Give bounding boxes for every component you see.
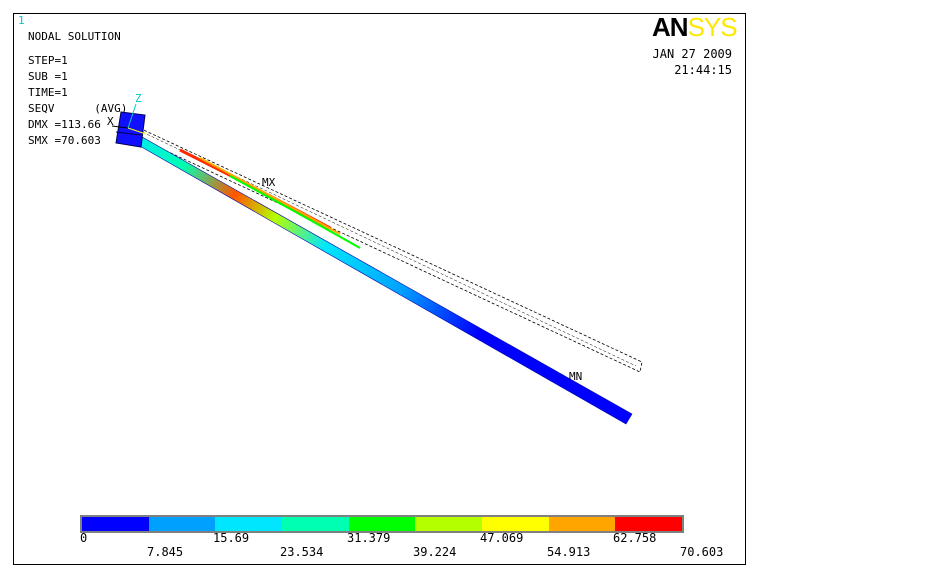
min-marker: MN bbox=[569, 370, 583, 383]
ansys-logo: ANSYS bbox=[652, 12, 738, 42]
legend-band bbox=[282, 517, 349, 531]
legend-label: 70.603 bbox=[680, 545, 724, 559]
axis-z-label: Z bbox=[135, 92, 142, 105]
axis-triad bbox=[111, 103, 147, 135]
legend-label: 15.69 bbox=[213, 531, 250, 545]
info-step: STEP=1 bbox=[28, 54, 68, 67]
legend-label: 47.069 bbox=[480, 531, 524, 545]
info-sub: SUB =1 bbox=[28, 70, 68, 83]
plot-time: 21:44:15 bbox=[674, 63, 732, 77]
legend-band bbox=[82, 517, 149, 531]
deformed-beam bbox=[123, 128, 633, 425]
legend-label: 7.845 bbox=[147, 545, 184, 559]
axis-x-label: X bbox=[107, 115, 114, 128]
legend-label: 23.534 bbox=[280, 545, 324, 559]
legend-band bbox=[548, 517, 616, 531]
legend-label: 62.758 bbox=[613, 531, 657, 545]
logo-part-an: AN bbox=[652, 12, 689, 42]
legend-band bbox=[348, 517, 416, 531]
support-plate bbox=[115, 111, 146, 148]
plot-date: JAN 27 2009 bbox=[652, 47, 732, 61]
window-number: 1 bbox=[18, 14, 25, 27]
legend-band bbox=[215, 517, 283, 531]
info-time: TIME=1 bbox=[28, 86, 68, 99]
legend-band bbox=[148, 517, 216, 531]
info-dmx: DMX =113.66 bbox=[28, 118, 101, 131]
plot-title: NODAL SOLUTION bbox=[28, 30, 121, 43]
legend-band bbox=[415, 517, 483, 531]
legend-label: 31.379 bbox=[347, 531, 391, 545]
contour-legend-bar bbox=[80, 515, 684, 533]
legend-label: 0 bbox=[80, 531, 88, 545]
legend-band bbox=[615, 517, 683, 531]
max-marker: MX bbox=[262, 176, 276, 189]
legend-label: 39.224 bbox=[413, 545, 457, 559]
info-seqv: SEQV (AVG) bbox=[28, 102, 128, 115]
logo-part-sys: SYS bbox=[687, 12, 738, 42]
legend-band bbox=[482, 517, 549, 531]
legend-label: 54.913 bbox=[547, 545, 591, 559]
info-smx: SMX =70.603 bbox=[28, 134, 101, 147]
